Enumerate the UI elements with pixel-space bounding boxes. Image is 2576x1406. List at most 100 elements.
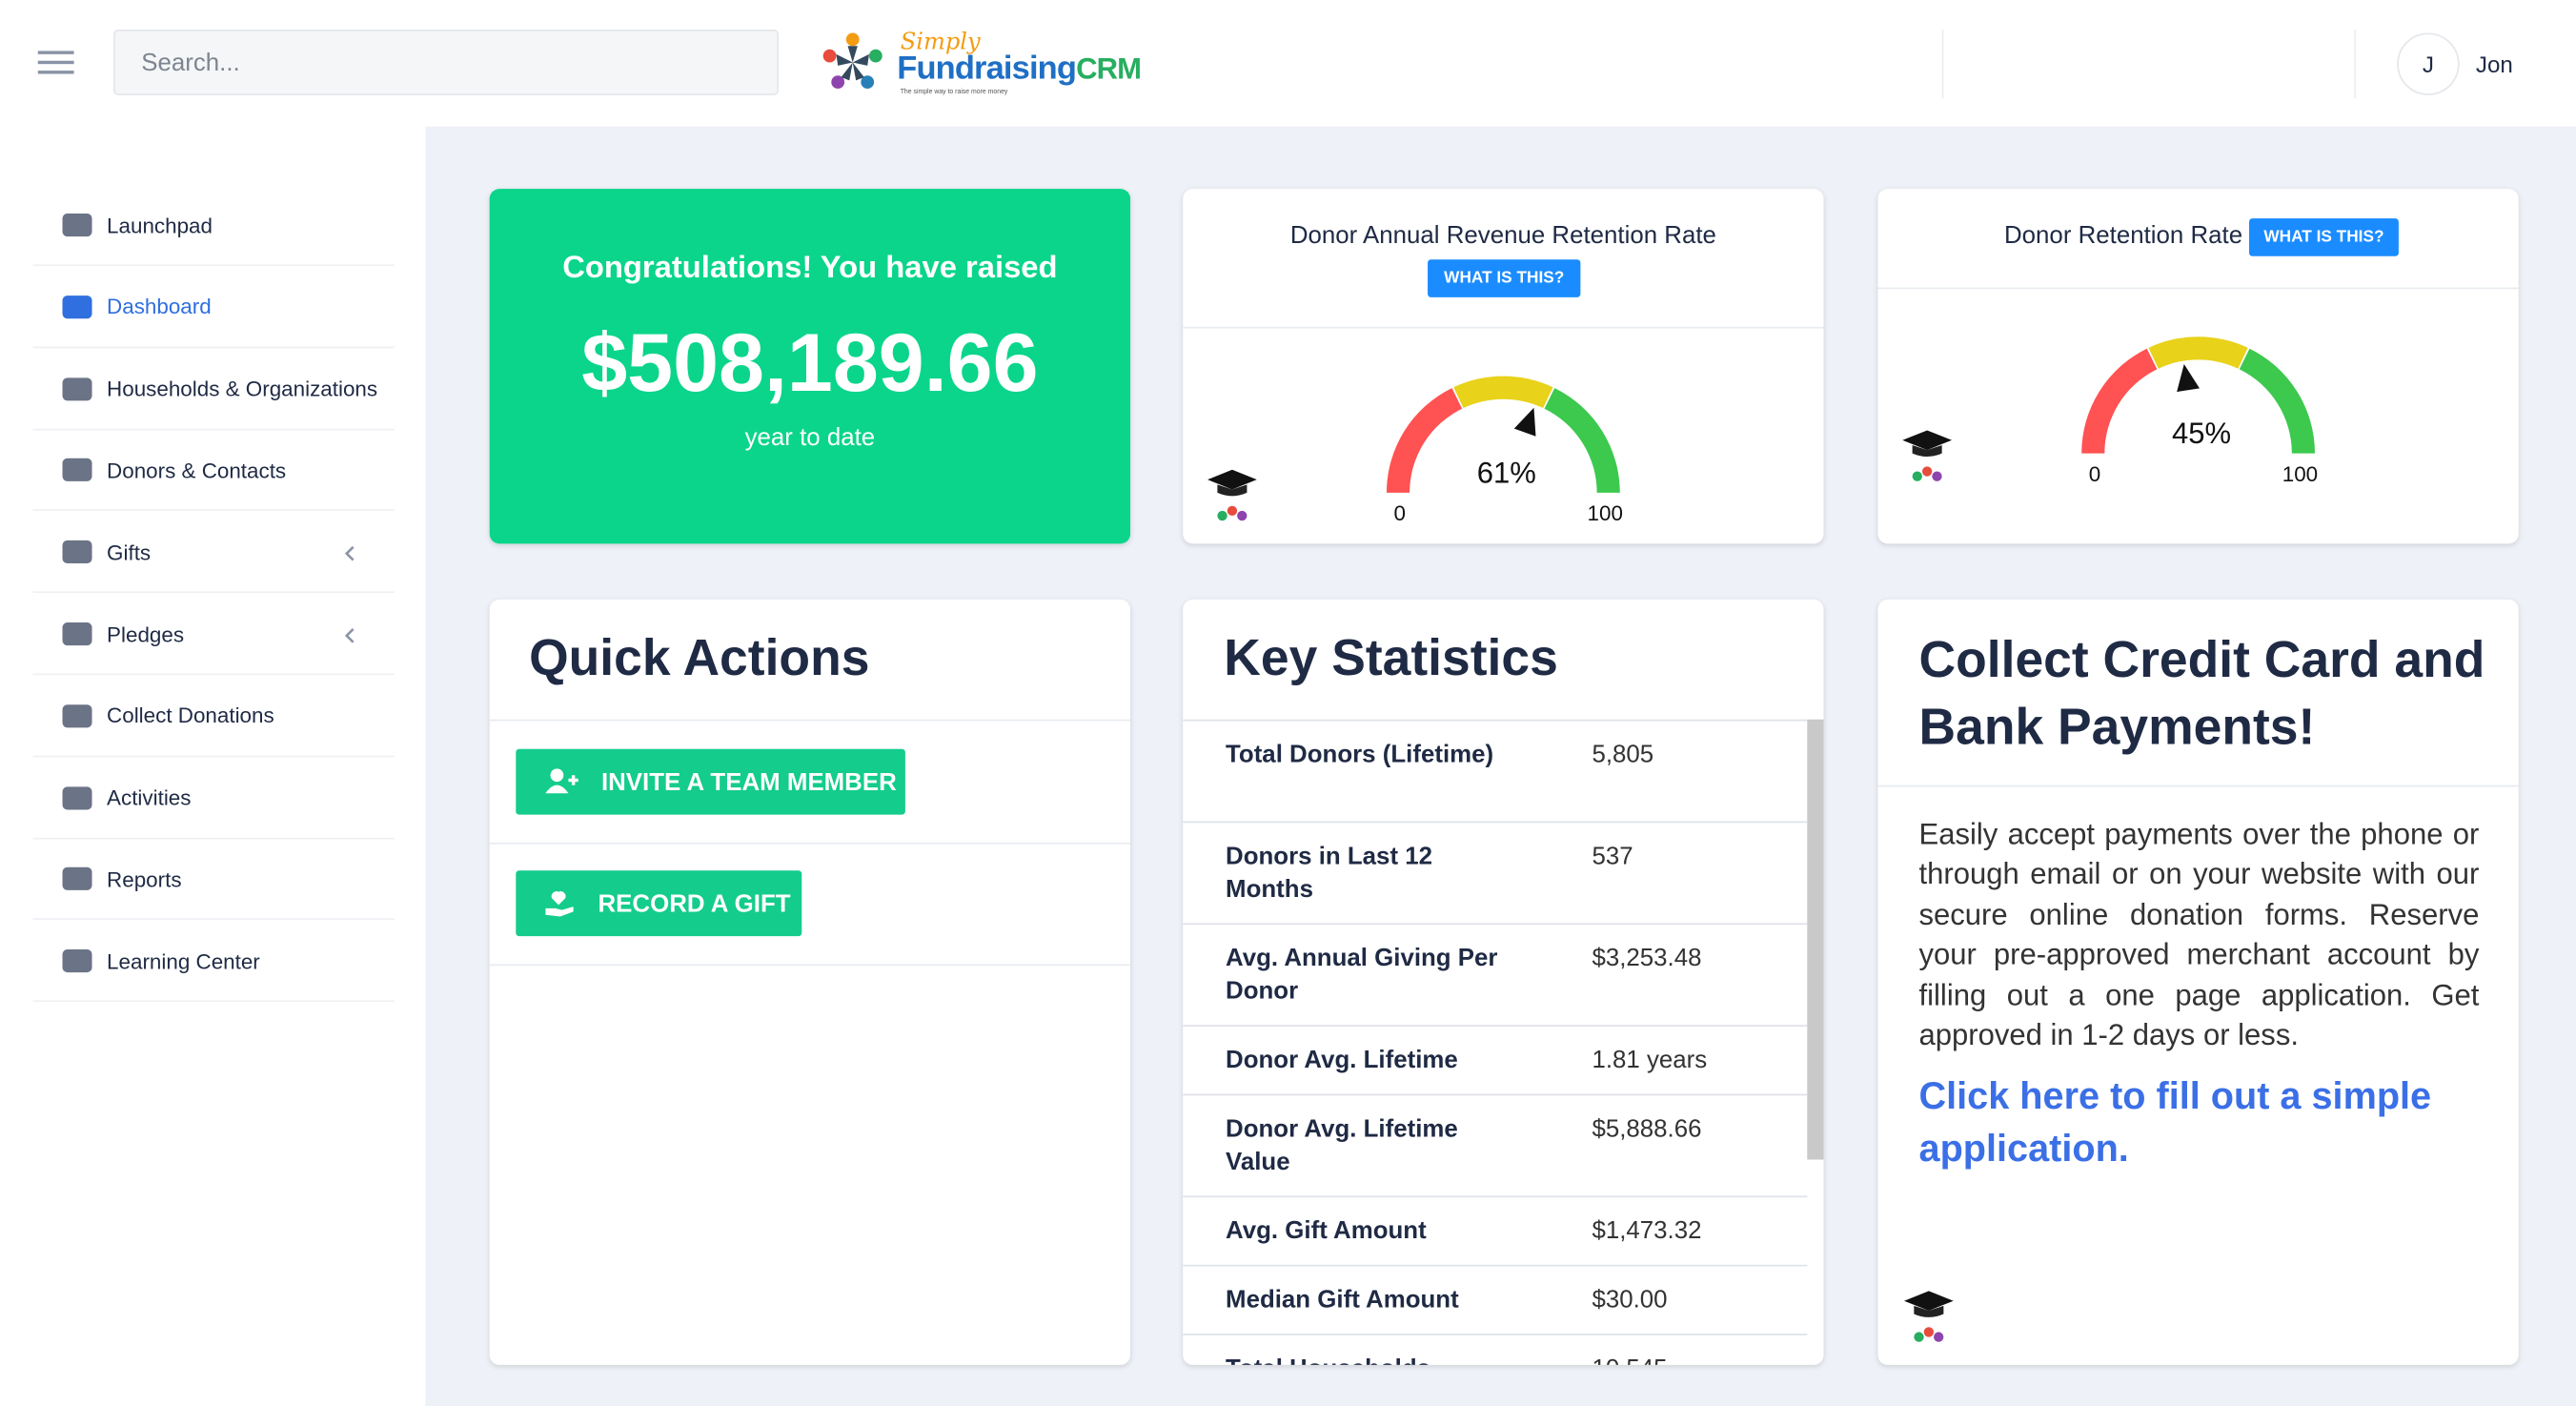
gauge-card: Donor Retention Rate WHAT IS THIS? 45% 0 1…	[1877, 189, 2519, 544]
nav-item[interactable]: Gifts	[32, 513, 395, 594]
stat-value: 10,545	[1592, 1354, 1667, 1365]
nav-icon	[62, 540, 92, 564]
stat-label: Total Households	[1226, 1354, 1521, 1365]
user-name[interactable]: Jon	[2475, 51, 2513, 77]
divider	[489, 964, 1131, 967]
stat-value: 1.81 years	[1592, 1046, 1708, 1074]
gauge-band	[1386, 388, 1463, 493]
nav-label: Dashboard	[107, 294, 212, 319]
stat-label: Total Donors (Lifetime)	[1226, 741, 1494, 769]
menu-icon[interactable]	[37, 50, 76, 77]
gauge: 45% 0 100	[1902, 336, 2318, 486]
nav-item[interactable]: Donors & Contacts	[32, 431, 395, 512]
logo-suffix: CRM	[1076, 52, 1142, 86]
nav-item[interactable]: Activities	[32, 758, 395, 839]
cap-icon	[1902, 430, 1952, 481]
invite-button[interactable]: INVITE A TEAM MEMBER	[516, 748, 905, 815]
key-statistics-card: Key Statistics Total Donors (Lifetime) 5,…	[1183, 599, 1824, 1365]
nav-icon	[62, 867, 92, 891]
stat-label: Donors in Last 12 Months	[1226, 842, 1432, 904]
top-bar: Search... Simply FundraisingCRM The simp…	[0, 0, 2576, 127]
chevron	[344, 546, 355, 561]
card-title: Quick Actions	[529, 628, 870, 687]
icon	[545, 768, 578, 794]
card-title: Collect Credit Card and Bank Payments!	[1918, 630, 2485, 756]
nav-label: Activities	[107, 785, 192, 810]
logo-tagline: The simple way to raise more money	[900, 87, 1008, 95]
cap-dot	[1932, 471, 1942, 481]
stat-row: Donor Avg. Lifetime Value $5,888.66	[1183, 1093, 1808, 1196]
nav-label: Pledges	[107, 621, 185, 647]
icon-shape	[62, 377, 92, 400]
stat-label: Avg. Annual Giving Per Donor	[1226, 944, 1498, 1006]
stat-label: Avg. Gift Amount	[1226, 1216, 1427, 1246]
logo-brand: FundraisingCRM	[897, 51, 1142, 89]
nav-label: Learning Center	[107, 948, 260, 974]
button-label: RECORD A GIFT	[598, 889, 791, 918]
gauge: 61% 0 100	[1207, 376, 1623, 525]
stat-row: Total Donors (Lifetime) 5,805	[1183, 719, 1808, 822]
promo-body: Easily accept payments over the phone or…	[1918, 818, 2480, 1051]
nav-item[interactable]: Collect Donations	[32, 677, 395, 757]
stat-value: $1,473.32	[1592, 1216, 1702, 1246]
stat-label: Median Gift Amount	[1226, 1286, 1459, 1314]
divider	[489, 842, 1131, 845]
cap-shape	[1217, 484, 1247, 497]
nav-item[interactable]: Pledges	[32, 595, 395, 676]
gauge-min: 0	[1394, 501, 1406, 525]
cap-dot	[1227, 505, 1238, 517]
icon-shape	[62, 703, 92, 727]
search-box[interactable]: Search...	[112, 30, 780, 95]
nav-icon	[62, 377, 92, 400]
congrats-amount: $508,189.66	[581, 316, 1039, 410]
gauge-title: Donor Retention Rate	[2003, 221, 2243, 250]
gauge-value: 61%	[1477, 457, 1536, 490]
nav-item[interactable]: Launchpad	[32, 186, 395, 267]
cap-dot	[1912, 471, 1922, 481]
nav-item[interactable]: Households & Organizations	[32, 349, 395, 430]
stat-value: $3,253.48	[1592, 944, 1702, 973]
stat-row: Avg. Annual Giving Per Donor $3,253.48	[1183, 923, 1808, 1025]
quick-actions-card: Quick Actions INVITE A TEAM MEMBER RECOR…	[489, 599, 1131, 1365]
promo-link[interactable]: Click here to fill out a simple applicat…	[1918, 1073, 2432, 1170]
nav-icon	[62, 949, 92, 973]
gauge-title: Donor Annual Revenue Retention Rate	[1289, 221, 1716, 250]
nav-item[interactable]: Reports	[32, 840, 395, 921]
logo-script: Simply	[900, 30, 981, 56]
avatar-initial: J	[2422, 51, 2434, 77]
nav-item[interactable]: Learning Center	[32, 922, 395, 1003]
cap-shape	[1902, 430, 1952, 451]
chevron-shape	[344, 546, 355, 561]
gauge-min: 0	[2089, 462, 2100, 486]
logo-mark	[822, 32, 882, 90]
icon	[545, 891, 574, 917]
what-is-this-button[interactable]: WHAT IS THIS?	[2249, 218, 2399, 256]
stat-value: $5,888.66	[1592, 1114, 1702, 1144]
stat-value: 5,805	[1592, 741, 1654, 769]
nav-icon	[62, 703, 92, 727]
stat-row: Median Gift Amount $30.00	[1183, 1264, 1808, 1334]
nav-item[interactable]: Dashboard	[32, 268, 395, 348]
nav-label: Launchpad	[107, 213, 213, 237]
nav-icon	[62, 458, 92, 482]
record-gift-button[interactable]: RECORD A GIFT	[516, 870, 802, 937]
separator	[2354, 30, 2357, 99]
avatar[interactable]: J	[2397, 32, 2460, 95]
nav-icon	[62, 785, 92, 809]
gauge-needle	[2177, 363, 2200, 393]
cap-icon	[1207, 469, 1257, 521]
divider	[1183, 326, 1824, 329]
gauge-value: 45%	[2172, 417, 2231, 450]
icon-shape	[62, 949, 92, 973]
gauge-band	[2239, 348, 2315, 454]
scrollbar[interactable]	[1807, 719, 1824, 1160]
gauge-band	[1453, 376, 1553, 409]
separator	[1941, 30, 1944, 99]
nav-label: Donors & Contacts	[107, 458, 287, 483]
gauge-max: 100	[1588, 501, 1623, 525]
gauge-max: 100	[2282, 462, 2318, 486]
what-is-this-button[interactable]: WHAT IS THIS?	[1428, 259, 1581, 297]
icon-shape	[62, 214, 92, 237]
